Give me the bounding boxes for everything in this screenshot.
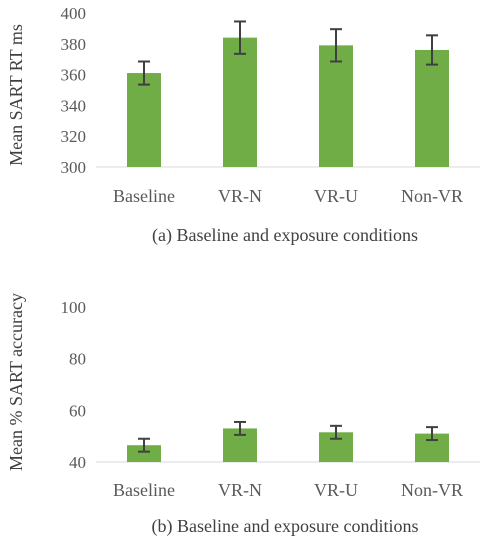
y-tick-label: 60 xyxy=(69,401,86,420)
category-label: VR-N xyxy=(218,480,262,500)
bar-non-vr xyxy=(415,49,449,167)
bar-baseline xyxy=(127,445,161,462)
y-tick-label: 360 xyxy=(61,66,87,85)
category-label: Baseline xyxy=(113,480,175,500)
y-tick-label: 40 xyxy=(69,453,86,472)
category-label: VR-N xyxy=(218,186,262,206)
chart-a-xlabel: (a) Baseline and exposure conditions xyxy=(152,225,418,246)
bar-baseline xyxy=(127,73,161,167)
y-tick-label: 340 xyxy=(61,96,87,115)
category-label: Baseline xyxy=(113,186,175,206)
chart-a-ylabel: Mean SART RT ms xyxy=(6,24,26,166)
y-tick-label: 380 xyxy=(61,35,87,54)
category-label: Non-VR xyxy=(401,480,463,500)
chart-b-xlabel: (b) Baseline and exposure conditions xyxy=(152,516,419,537)
y-tick-label: 300 xyxy=(61,158,87,177)
chart-b-accuracy: 40 60 80 100 Baseline VR-N VR-U Non-VR Mean % S… xyxy=(6,293,480,537)
chart-b-ylabel: Mean % SART accuracy xyxy=(6,293,26,471)
category-label: VR-U xyxy=(314,480,358,500)
category-label: Non-VR xyxy=(401,186,463,206)
y-tick-label: 100 xyxy=(61,298,87,317)
y-tick-label: 320 xyxy=(61,127,87,146)
y-tick-label: 80 xyxy=(69,350,86,369)
chart-a-rt: 300 320 340 360 380 400 Baseline VR-N VR-U Non-VR… xyxy=(6,4,480,246)
category-label: VR-U xyxy=(314,186,358,206)
bar-vr-u xyxy=(319,45,353,168)
bar-vr-n xyxy=(223,37,257,167)
y-tick-label: 400 xyxy=(61,4,87,23)
